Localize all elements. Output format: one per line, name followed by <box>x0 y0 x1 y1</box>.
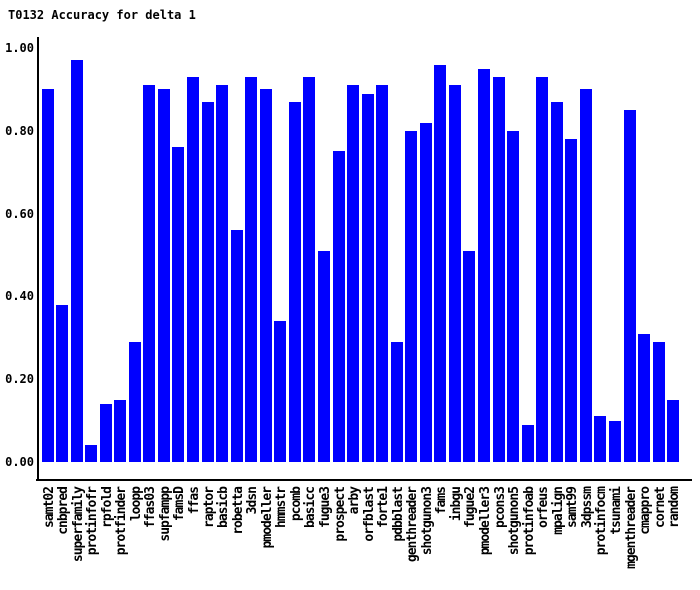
y-tick-label: 0.80 <box>5 123 34 138</box>
x-label-robetta: robetta <box>230 487 246 535</box>
bar-robetta <box>230 230 243 462</box>
x-label-arby: arby <box>347 487 363 515</box>
x-label-basicb: basicb <box>216 487 232 528</box>
x-label-tsunami: tsunami <box>608 487 624 535</box>
bar-3dpssm <box>579 89 592 462</box>
bar-pcons3 <box>492 77 505 462</box>
bar-ffas <box>187 77 199 462</box>
x-label-samt99: samt99 <box>565 487 581 528</box>
x-label-supfampp: supfampp <box>157 487 173 542</box>
x-label-cornet: cornet <box>652 487 668 528</box>
y-tick-label: 0.40 <box>5 289 34 304</box>
bar-pmodeller3 <box>478 69 490 462</box>
x-label-famsD: famsD <box>172 487 188 522</box>
bar-prospect <box>332 151 345 462</box>
bar-genthreader <box>405 131 418 462</box>
bar-cnbpred <box>56 305 69 462</box>
x-label-pcons3: pcons3 <box>492 487 508 528</box>
x-label-protfinder: protfinder <box>114 487 130 556</box>
x-axis-line <box>36 479 692 481</box>
x-label-pmodeller: pmodeller <box>259 487 275 549</box>
x-label-hmmstr: hmmstr <box>274 487 290 528</box>
x-label-loopp: loopp <box>128 487 144 522</box>
x-label-mgenthreader: mgenthreader <box>623 487 639 569</box>
x-label-prospect: prospect <box>332 487 348 542</box>
bar-basicc <box>303 77 316 462</box>
x-label-3dsn: 3dsn <box>245 487 261 515</box>
x-label-protinfofr: protinfofr <box>85 487 101 556</box>
bar-3dsn <box>245 77 258 462</box>
x-label-protinfocm: protinfocm <box>594 487 610 556</box>
x-label-mpalign: mpalign <box>550 487 566 535</box>
x-label-fugue3: fugue3 <box>317 487 333 528</box>
bar-pcomb <box>288 102 301 462</box>
bar-tsunami <box>608 421 621 462</box>
bar-rpfold <box>99 404 112 462</box>
bar-mgenthreader <box>623 110 636 462</box>
bar-protinfocm <box>594 416 607 462</box>
x-label-raptor: raptor <box>201 487 217 528</box>
bar-forte1 <box>376 85 389 462</box>
bar-arby <box>347 85 360 462</box>
bar-basicb <box>216 85 229 462</box>
y-axis-line <box>37 37 39 481</box>
x-label-ffas03: ffas03 <box>143 487 159 528</box>
bar-protinfofr <box>85 445 98 462</box>
bar-protfinder <box>114 400 127 462</box>
y-tick-label: 0.00 <box>5 455 34 469</box>
x-label-inbgu: inbgu <box>448 487 464 522</box>
bar-pmodeller <box>259 89 272 462</box>
bar-raptor <box>201 102 214 462</box>
bar-mpalign <box>550 102 563 462</box>
bar-orfblast <box>361 94 374 462</box>
x-label-pdbblast: pdbblast <box>390 487 406 542</box>
bar-pdbblast <box>390 342 403 462</box>
x-label-rpfold: rpfold <box>99 487 115 528</box>
x-label-3dpssm: 3dpssm <box>579 487 595 528</box>
x-label-forte1: forte1 <box>376 487 392 528</box>
x-label-cmappro: cmappro <box>638 487 654 535</box>
x-label-shotgunon5: shotgunon5 <box>507 487 523 556</box>
bar-famsD <box>172 147 185 462</box>
bar-shotgunon5 <box>507 131 520 462</box>
x-label-orfblast: orfblast <box>361 487 377 542</box>
bar-fams <box>434 65 447 462</box>
bar-fugue2 <box>463 251 476 462</box>
x-label-protinfoab: protinfoab <box>521 487 537 556</box>
x-label-samt02: samt02 <box>41 487 57 528</box>
bar-shotgunon3 <box>419 123 432 462</box>
bar-random <box>667 400 680 462</box>
y-tick-label: 0.20 <box>5 372 34 387</box>
bar-superfamily <box>70 60 83 462</box>
x-label-ffas: ffas <box>187 487 202 515</box>
bar-protinfoab <box>521 425 534 462</box>
x-label-cnbpred: cnbpred <box>56 487 72 535</box>
x-label-fugue2: fugue2 <box>463 487 479 528</box>
x-label-random: random <box>667 487 683 528</box>
y-tick-label: 0.60 <box>5 206 34 221</box>
x-label-superfamily: superfamily <box>70 487 86 563</box>
chart-title: T0132 Accuracy for delta 1 <box>8 8 196 22</box>
bar-samt99 <box>565 139 578 462</box>
bar-ffas03 <box>143 85 156 462</box>
bar-hmmstr <box>274 321 287 462</box>
bar-samt02 <box>41 89 54 462</box>
x-label-orfeus: orfeus <box>536 487 552 528</box>
x-label-genthreader: genthreader <box>405 487 421 563</box>
x-label-shotgunon3: shotgunon3 <box>419 487 435 556</box>
x-label-pcomb: pcomb <box>288 487 304 522</box>
bar-cmappro <box>638 334 651 462</box>
bar-cornet <box>652 342 665 462</box>
bar-inbgu <box>448 85 461 462</box>
x-label-pmodeller3: pmodeller3 <box>478 487 493 556</box>
bar-supfampp <box>157 89 170 462</box>
bar-fugue3 <box>317 251 330 462</box>
y-tick-label: 1.00 <box>5 41 34 55</box>
bar-loopp <box>128 342 141 462</box>
bar-orfeus <box>536 77 549 462</box>
x-label-fams: fams <box>434 487 450 515</box>
x-label-basicc: basicc <box>303 487 319 528</box>
